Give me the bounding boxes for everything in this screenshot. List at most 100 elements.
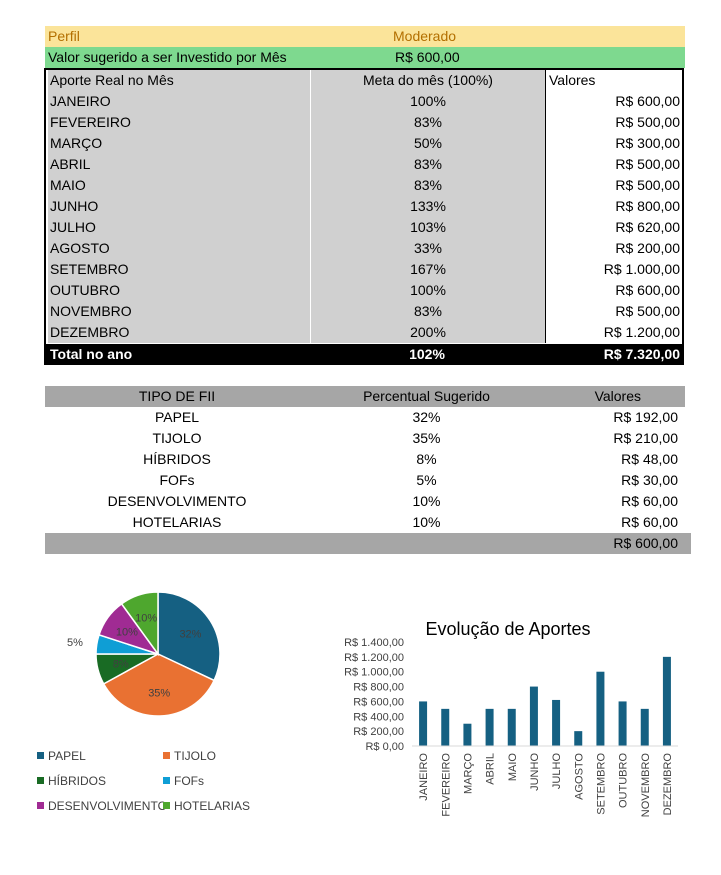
legend-entry: HOTELARIAS [163, 798, 250, 814]
x-tick-label: JULHO [551, 753, 563, 790]
monthly-row: AGOSTO 33% R$ 200,00 [46, 238, 682, 259]
y-tick-label: R$ 200,00 [353, 726, 404, 738]
fii-row-type: HÍBRIDOS [143, 451, 211, 467]
monthly-row-month: MAIO [48, 175, 310, 196]
monthly-row-value: R$ 500,00 [545, 175, 682, 196]
suggested-row: Valor sugerido a ser Investido por Mês R… [45, 47, 685, 68]
monthly-header: Aporte Real no Mês Meta do mês (100%) Valo… [46, 70, 682, 91]
fii-row-type: HOTELARIAS [132, 514, 222, 530]
fii-header-pct: Percentual Sugerido [363, 388, 490, 404]
monthly-row-pct: 100% [310, 280, 545, 301]
monthly-row-month: FEVEREIRO [48, 112, 310, 133]
monthly-row-pct: 133% [310, 196, 545, 217]
pie-data-label: 35% [148, 687, 170, 699]
monthly-row-month: SETEMBRO [48, 259, 310, 280]
monthly-row: MAIO 83% R$ 500,00 [46, 175, 682, 196]
x-tick-label: OUTUBRO [618, 753, 630, 808]
pie-data-label: 8% [113, 659, 129, 671]
monthly-row-pct: 200% [310, 322, 545, 343]
fii-row-value: R$ 48,00 [621, 451, 678, 467]
legend-swatch [163, 802, 170, 810]
monthly-row-pct: 50% [310, 133, 545, 154]
monthly-row-value: R$ 500,00 [545, 301, 682, 322]
fii-row-pct: 5% [416, 472, 437, 488]
y-tick-label: R$ 800,00 [353, 682, 404, 694]
fii-table-header: TIPO DE FII Percentual Sugerido Valores [45, 386, 685, 407]
monthly-header-value: Valores [545, 70, 682, 91]
monthly-total: Total no ano 102% R$ 7.320,00 [46, 344, 682, 365]
pie-slice [157, 591, 221, 682]
legend-swatch [37, 777, 44, 785]
legend-label: FOFs [174, 774, 204, 788]
y-tick-label: R$ 1.000,00 [344, 667, 404, 679]
legend-label: HOTELARIAS [174, 799, 251, 813]
bar-chart: Evolução de Aportes R$ 0,00 R$ 200,00 R$ 40… [344, 619, 678, 818]
monthly-row: JULHO 103% R$ 620,00 [46, 217, 682, 238]
fii-row-pct: 35% [412, 430, 441, 446]
fii-row-value: R$ 210,00 [613, 430, 678, 446]
fii-header-values: Valores [594, 388, 641, 404]
monthly-row-value: R$ 500,00 [545, 154, 682, 175]
fii-row-value: R$ 30,00 [621, 472, 678, 488]
y-tick-label: R$ 0,00 [365, 741, 404, 753]
pie-data-label: 32% [179, 628, 201, 640]
pie-data-label: 10% [135, 612, 157, 624]
bar [529, 686, 538, 746]
legend-label: TIJOLO [174, 749, 217, 763]
monthly-row-value: R$ 1.200,00 [545, 322, 682, 343]
fii-row-type: PAPEL [154, 409, 200, 425]
fii-row-pct: 10% [412, 493, 441, 509]
fii-row-pct: 8% [416, 451, 437, 467]
monthly-row: OUTUBRO 100% R$ 600,00 [46, 280, 682, 301]
monthly-header-pct: Meta do mês (100%) [310, 70, 545, 91]
monthly-row-pct: 83% [310, 112, 545, 133]
pie-data-label: 10% [116, 626, 138, 638]
monthly-total-month: Total no ano [48, 344, 310, 365]
legend-swatch [37, 802, 44, 810]
legend-entry: HÍBRIDOS [37, 773, 106, 789]
pie-chart: 32% 35% 8% 5% 10% 10% [67, 591, 221, 717]
monthly-row-pct: 83% [310, 175, 545, 196]
monthly-row-month: NOVEMBRO [48, 301, 310, 322]
legend-label: DESENVOLVIMENTO [48, 799, 167, 813]
fii-row: TIJOLO 35% R$ 210,00 [45, 428, 685, 449]
monthly-row-pct: 100% [310, 91, 545, 112]
monthly-row-month: ABRIL [48, 154, 310, 175]
x-tick-label: MARÇO [462, 753, 474, 794]
monthly-row-month: OUTUBRO [48, 280, 310, 301]
fii-header-type: TIPO DE FII [138, 388, 216, 404]
monthly-row-month: DEZEMBRO [48, 322, 310, 343]
bar [507, 708, 516, 746]
legend-entry: TIJOLO [163, 748, 216, 764]
legend-swatch [163, 752, 170, 760]
fii-row-type: TIJOLO [152, 430, 202, 446]
monthly-row-value: R$ 200,00 [545, 238, 682, 259]
monthly-row: SETEMBRO 167% R$ 1.000,00 [46, 259, 682, 280]
x-tick-label: MAIO [507, 753, 519, 782]
x-tick-label: NOVEMBRO [640, 753, 652, 818]
monthly-total-pct: 102% [310, 344, 544, 365]
monthly-row-pct: 83% [310, 154, 545, 175]
fii-row-pct: 10% [412, 514, 441, 530]
monthly-row: JUNHO 133% R$ 800,00 [46, 196, 682, 217]
legend-entry: FOFs [163, 773, 204, 789]
monthly-row-pct: 167% [310, 259, 545, 280]
legend-swatch [163, 777, 170, 785]
monthly-row-pct: 33% [310, 238, 545, 259]
monthly-row-value: R$ 500,00 [545, 112, 682, 133]
profile-label: Perfil [48, 28, 80, 44]
x-tick-label: ABRIL [485, 753, 497, 785]
suggested-label: Valor sugerido a ser Investido por Mês [48, 49, 287, 65]
fii-row: FOFs 5% R$ 30,00 [45, 470, 685, 491]
bar [618, 701, 627, 746]
bar [574, 731, 583, 746]
legend-label: PAPEL [48, 749, 86, 763]
monthly-row-value: R$ 600,00 [545, 91, 682, 112]
monthly-row-value: R$ 300,00 [545, 133, 682, 154]
fii-total-value: R$ 600,00 [613, 535, 678, 551]
x-tick-label: JUNHO [529, 753, 541, 791]
fii-row: HOTELARIAS 10% R$ 60,00 [45, 512, 685, 533]
fii-row: HÍBRIDOS 8% R$ 48,00 [45, 449, 685, 470]
fii-row: DESENVOLVIMENTO 10% R$ 60,00 [45, 491, 685, 512]
y-tick-label: R$ 1.400,00 [344, 637, 404, 649]
